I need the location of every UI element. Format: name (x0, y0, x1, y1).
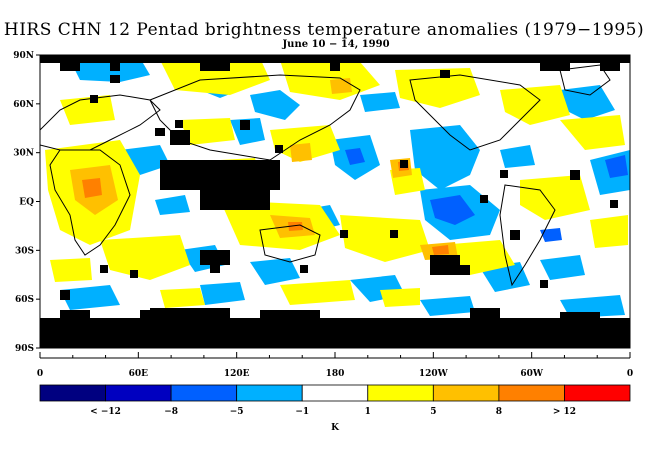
longitude-axis: 0 60E 120E 180 120W 60W 0 (37, 352, 633, 379)
coastlines (40, 64, 621, 323)
lat-label: 90S (15, 344, 34, 354)
lat-label: 30S (15, 246, 34, 256)
colorbar-swatch (498, 384, 565, 402)
anomaly-field (40, 55, 630, 348)
warm-anomaly-regions (45, 58, 628, 308)
lat-label: 60N (13, 100, 34, 110)
lon-label: 120E (224, 369, 250, 379)
colorbar-label: −5 (230, 407, 244, 417)
map-title: HIRS CHN 12 Pentad brightness temperatur… (3, 20, 645, 40)
colorbar-label: −1 (295, 407, 309, 417)
missing-data-regions (40, 55, 630, 348)
map-subtitle: June 10 − 14, 1990 (282, 39, 390, 50)
lat-label: EQ (19, 198, 34, 208)
colorbar-swatch (367, 384, 434, 402)
colorbar-swatch (301, 384, 369, 402)
lon-label: 0 (37, 369, 43, 379)
colorbar-label: −8 (164, 407, 178, 417)
lon-label: 60E (129, 369, 149, 379)
colorbar-swatch (170, 384, 238, 402)
lon-label: 60W (520, 369, 544, 379)
colorbar-swatch (39, 384, 106, 402)
lat-label: 60S (15, 295, 34, 305)
lon-label: 180 (326, 369, 345, 379)
colorbar-label: > 12 (553, 407, 576, 417)
colorbar-label: < −12 (90, 407, 121, 417)
colorbar-label: 5 (430, 407, 436, 417)
strong-cool-anomaly-regions (345, 148, 628, 242)
colorbar-swatch (105, 384, 172, 402)
lon-label: 0 (627, 369, 633, 379)
lat-label: 30N (13, 149, 34, 159)
colorbar-swatch (432, 384, 500, 402)
colorbar-swatch (236, 384, 303, 402)
lat-label: 90N (13, 51, 34, 61)
colorbar-label: 1 (365, 407, 371, 417)
colorbar: < −12 −8 −5 −1 1 5 8 > 12 (39, 384, 631, 417)
colorbar-label: 8 (496, 407, 502, 417)
colorbar-unit-label: K (331, 423, 340, 433)
lon-label: 120W (419, 369, 449, 379)
latitude-axis: 90N 60N 30N EQ 30S 60S 90S (13, 51, 40, 354)
colorbar-swatch (564, 384, 631, 402)
